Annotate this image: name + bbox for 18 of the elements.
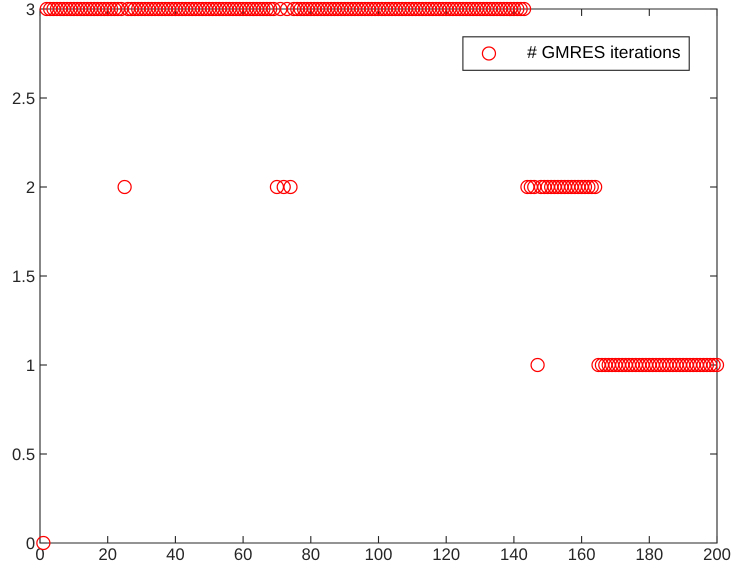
x-tick-label: 120: [434, 548, 460, 560]
x-tick-label: 180: [636, 548, 663, 560]
y-tick-label: 2: [26, 181, 34, 194]
x-tick-label: 140: [501, 548, 528, 560]
x-tick-label: 100: [366, 548, 392, 560]
y-tick-label: 1.5: [13, 270, 34, 282]
y-tick-label: 3: [26, 3, 34, 16]
x-tick-label: 160: [568, 548, 595, 560]
y-tick-label: 0.5: [12, 448, 34, 460]
y-tick-label: 1: [27, 360, 34, 372]
x-tick-label: 200: [704, 548, 730, 560]
x-tick-label: 20: [99, 548, 116, 560]
x-tick-label: 80: [302, 548, 320, 560]
y-tick-label: 2.5: [12, 92, 34, 104]
y-tick-label: 0: [26, 537, 34, 550]
legend-label: # GMRES iterations: [527, 45, 680, 58]
x-tick-label: 60: [234, 548, 252, 560]
x-tick-label: 40: [166, 548, 184, 560]
